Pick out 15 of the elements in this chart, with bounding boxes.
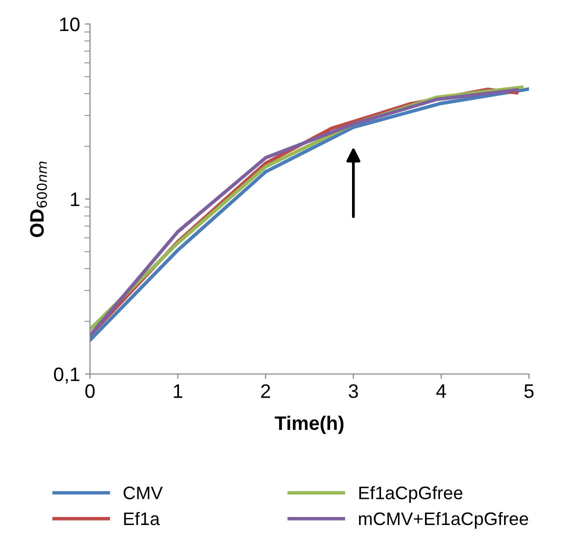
x-tick-label: 2 — [261, 384, 270, 398]
x-axis-title: Time(h) — [274, 416, 344, 434]
legend-label: CMV — [124, 486, 163, 500]
y-tick-label: 0,1 — [54, 367, 80, 384]
legend-label: Ef1a — [124, 512, 160, 526]
x-tick-label: 0 — [85, 384, 95, 398]
x-tick-label: 1 — [174, 384, 182, 398]
legend-label: Ef1aCpGfree — [359, 486, 462, 503]
x-tick-label: 5 — [524, 384, 534, 398]
y-axis-title: OD$_{600nm}$ — [30, 162, 48, 238]
y-tick-label: 10 — [60, 17, 80, 32]
legend-label: mCMV+Ef1aCpGfree — [359, 512, 528, 529]
y-tick-label: 1 — [70, 192, 80, 206]
x-tick-label: 4 — [436, 384, 446, 398]
x-tick-label: 3 — [348, 384, 358, 398]
